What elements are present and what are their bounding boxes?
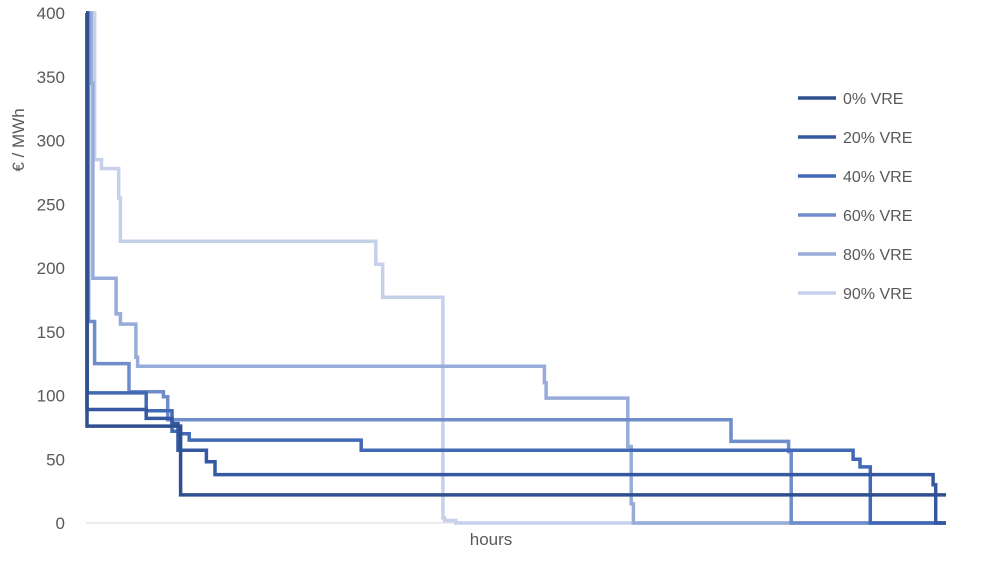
legend-item: 40% VRE	[798, 169, 912, 186]
series-line-40-vre	[85, 11, 946, 525]
legend-label: 80% VRE	[843, 247, 912, 264]
y-tick-label: 350	[37, 68, 65, 87]
y-tick-label: 100	[37, 387, 65, 406]
y-tick-label: 200	[37, 259, 65, 278]
y-axis-ticks: 0 50 100 150 200 250 300 350 400	[37, 4, 65, 533]
y-tick-label: 400	[37, 4, 65, 23]
series-line-80-vre	[86, 11, 946, 525]
series-line-60-vre	[86, 11, 946, 525]
legend-label: 90% VRE	[843, 286, 912, 303]
legend-item: 20% VRE	[798, 130, 912, 147]
series-line-20-vre	[85, 11, 946, 525]
legend-label: 0% VRE	[843, 91, 903, 108]
y-axis-title: € / MWh	[9, 108, 28, 171]
legend-label: 40% VRE	[843, 169, 912, 186]
legend-label: 20% VRE	[843, 130, 912, 147]
series-line-90-vre	[86, 11, 946, 525]
legend: 0% VRE 20% VRE 40% VRE 60% VRE 80% VRE 90% VR…	[798, 91, 912, 303]
y-tick-label: 300	[37, 132, 65, 151]
y-tick-label: 50	[46, 450, 65, 469]
y-tick-label: 150	[37, 323, 65, 342]
legend-item: 60% VRE	[798, 208, 912, 225]
legend-label: 60% VRE	[843, 208, 912, 225]
series-lines	[85, 11, 946, 525]
x-axis-title: hours	[470, 530, 513, 549]
y-tick-label: 0	[56, 514, 65, 533]
legend-item: 0% VRE	[798, 91, 903, 108]
legend-item: 90% VRE	[798, 286, 912, 303]
legend-item: 80% VRE	[798, 247, 912, 264]
series-line-0-vre	[85, 11, 946, 497]
y-tick-label: 250	[37, 195, 65, 214]
